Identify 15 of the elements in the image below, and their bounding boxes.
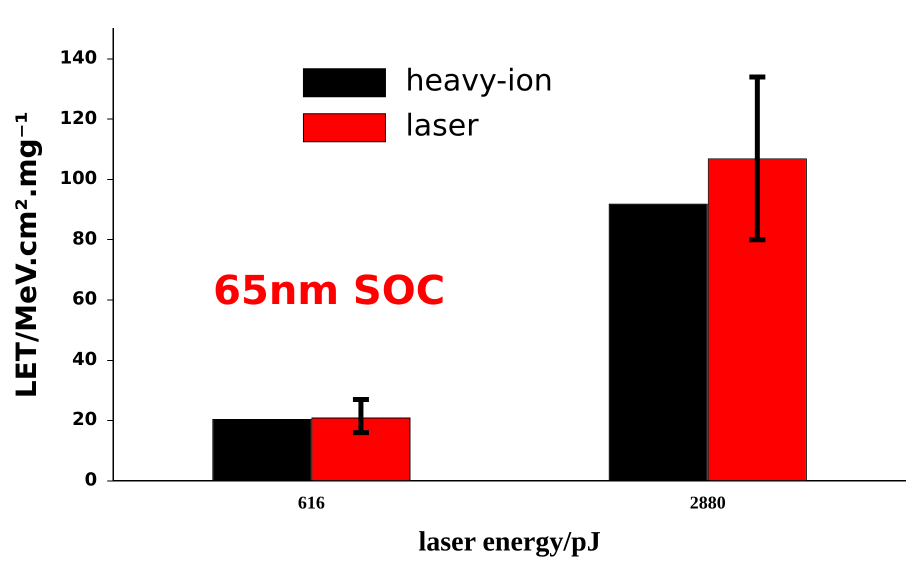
y-tick-label: 60 <box>72 288 98 310</box>
y-tick-label: 140 <box>60 48 98 69</box>
legend-label: laser <box>405 108 480 144</box>
legend-label: heavy-ion <box>405 64 553 99</box>
y-tick-label: 40 <box>72 348 98 370</box>
annotation: 65nm SOC <box>213 268 446 314</box>
y-tick-label: 0 <box>84 469 98 490</box>
y-tick-label: 100 <box>60 168 98 190</box>
y-tick-label: 20 <box>72 409 98 430</box>
x-tick-label: 2880 <box>690 492 726 512</box>
x-axis-title: laser energy/pJ <box>418 526 601 558</box>
x-tick-label: 616 <box>298 492 325 512</box>
y-tick-label: 120 <box>60 108 98 129</box>
y-axis-title: LET/MeV.cm².mg⁻¹ <box>10 111 44 398</box>
y-tick-label: 80 <box>72 228 98 250</box>
